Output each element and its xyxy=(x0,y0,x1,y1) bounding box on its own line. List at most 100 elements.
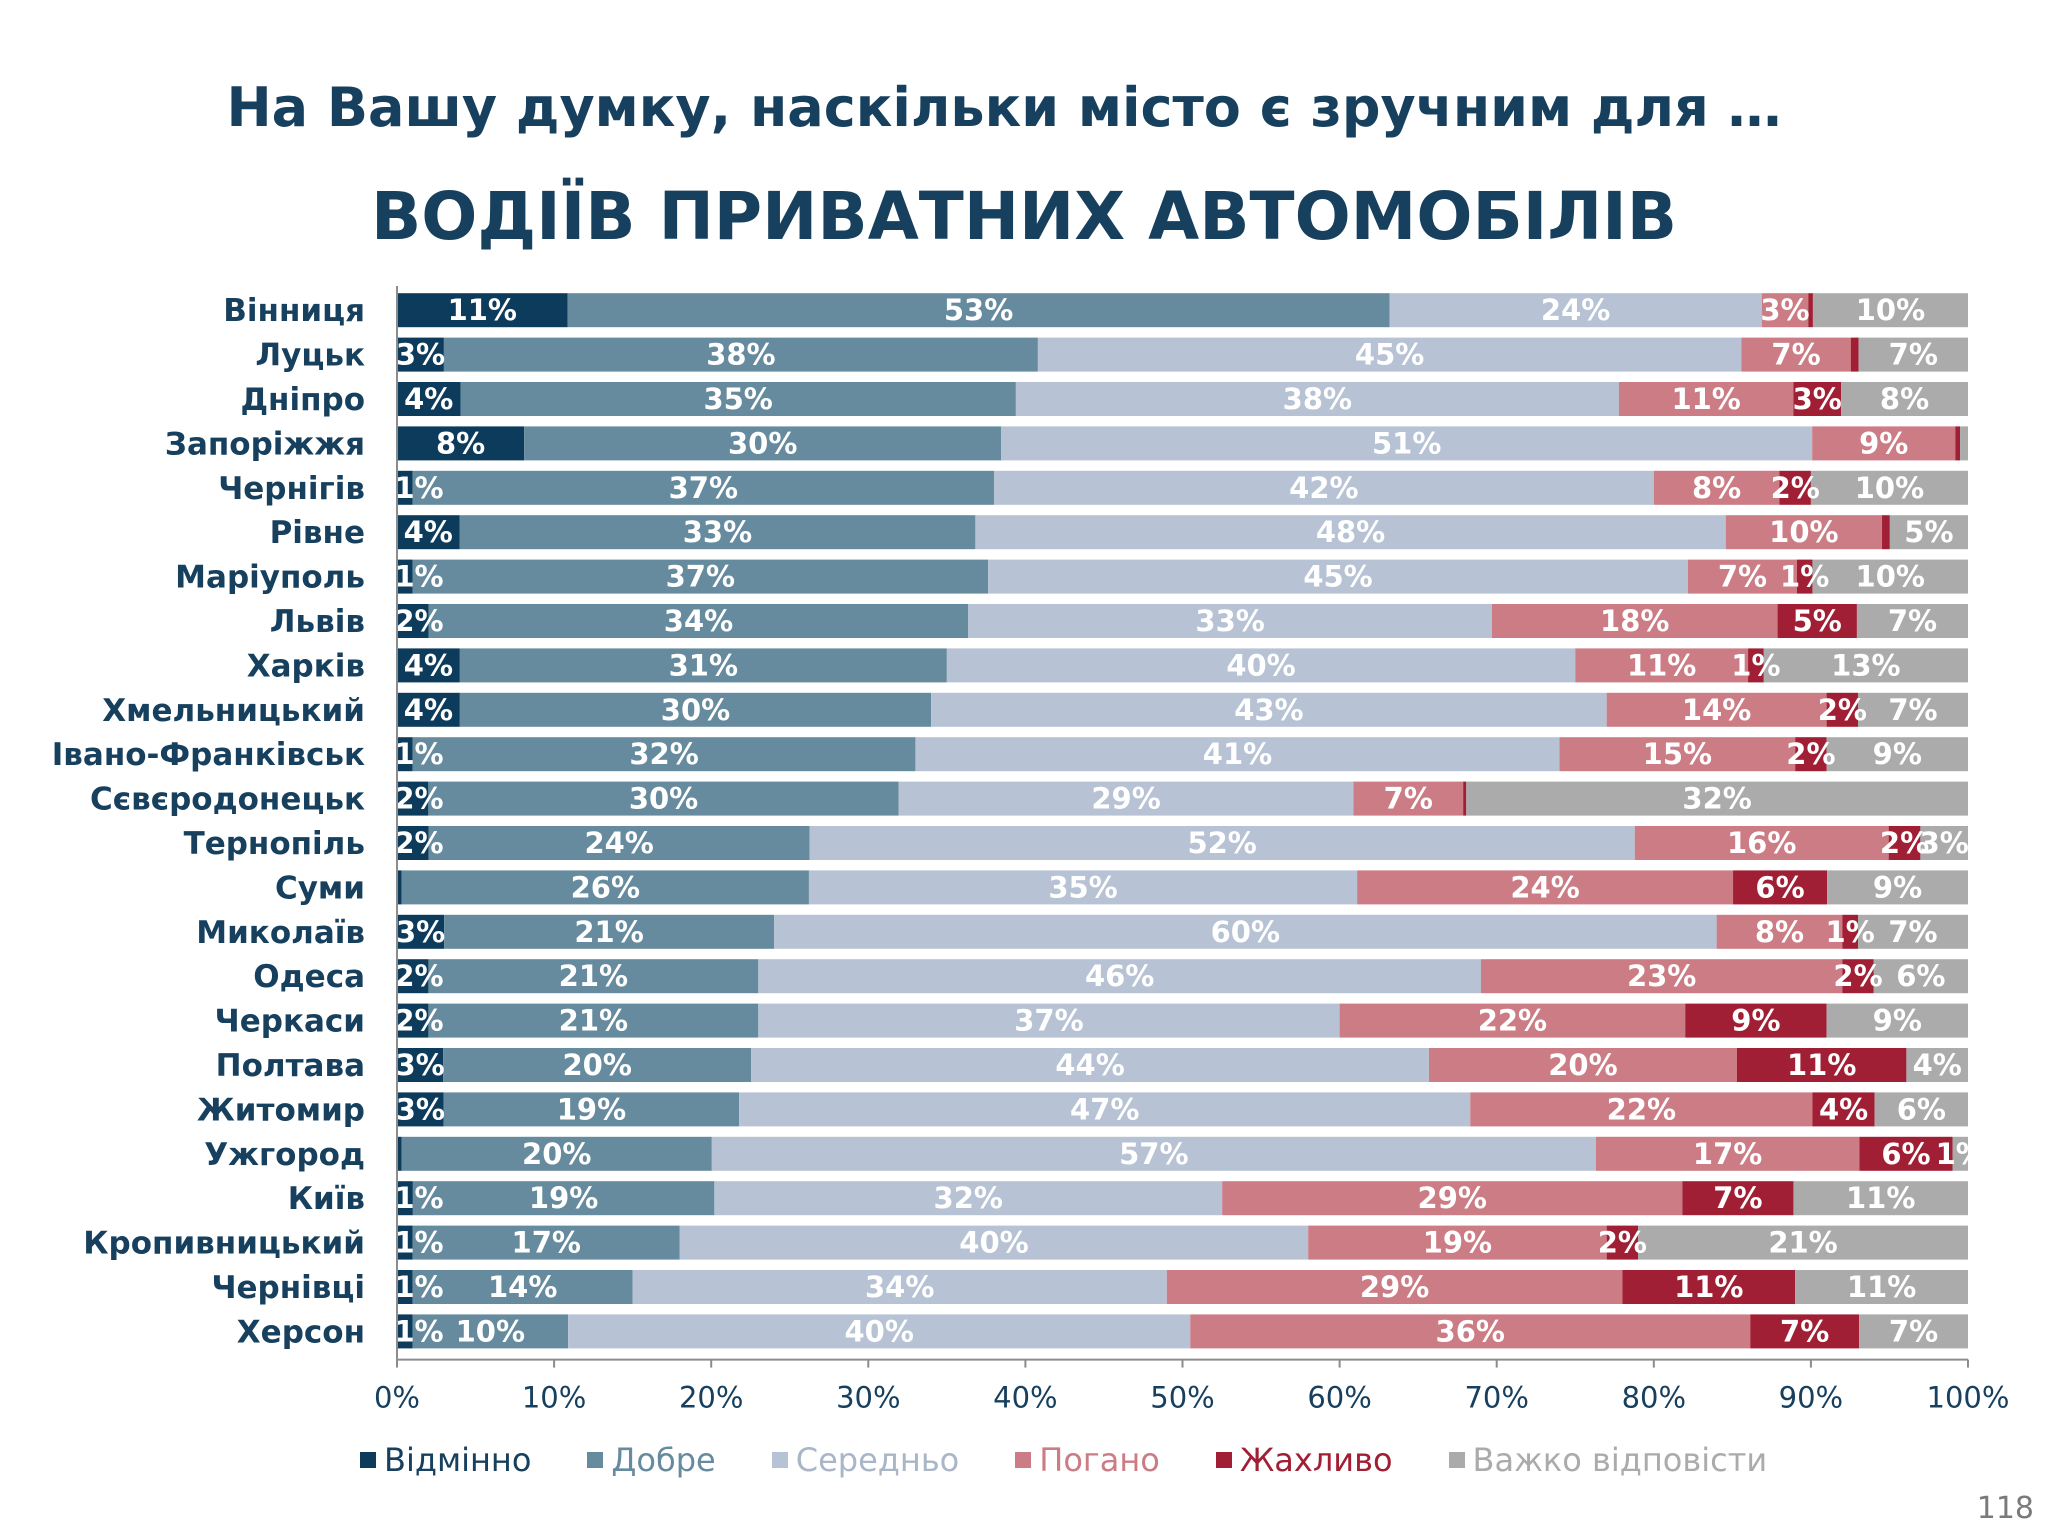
bar-segment xyxy=(1763,648,1968,683)
chart-title: ВОДІЇВ ПРИВАТНИХ АВТОМОБІЛІВ xyxy=(370,178,1677,255)
bar-segment xyxy=(1622,1270,1796,1304)
bar-segment xyxy=(397,648,460,683)
bar-segment xyxy=(1827,870,1968,905)
data-label: 2% xyxy=(394,1004,443,1038)
bar-segment xyxy=(412,1225,680,1260)
legend-swatch xyxy=(360,1452,376,1468)
bar-segment xyxy=(397,1048,444,1082)
bar-segment xyxy=(397,870,402,905)
data-label: 1% xyxy=(394,1181,443,1215)
x-tick-label: 0% xyxy=(374,1381,420,1415)
data-label: 9% xyxy=(1873,737,1922,771)
data-label: 1% xyxy=(1826,915,1875,949)
data-label: 7% xyxy=(1384,782,1433,816)
data-label: 14% xyxy=(1682,693,1751,727)
data-label: 38% xyxy=(706,338,775,372)
data-label: 10% xyxy=(456,1314,525,1348)
bar-segment xyxy=(1634,826,1889,860)
data-label: 5% xyxy=(1793,604,1842,638)
data-label: 8% xyxy=(1755,915,1804,949)
bar-segment xyxy=(808,870,1358,905)
bar-segment xyxy=(1779,470,1811,505)
bar-segment xyxy=(774,914,1717,949)
bar-segment xyxy=(1638,1225,1968,1260)
bar-segment xyxy=(1606,1225,1639,1260)
bar-segment xyxy=(1750,1314,1860,1349)
data-label: 24% xyxy=(584,826,653,860)
data-label: 6% xyxy=(1755,870,1804,904)
data-label: 9% xyxy=(1859,426,1908,460)
data-label: 30% xyxy=(728,426,797,460)
bar-segment xyxy=(898,781,1354,816)
bar-segment xyxy=(524,426,1002,461)
data-label: 1% xyxy=(394,471,443,505)
data-label: 11% xyxy=(1627,648,1696,682)
bar-segment xyxy=(397,426,525,461)
x-tick-label: 20% xyxy=(679,1381,743,1415)
data-label: 1% xyxy=(394,560,443,594)
bar-segment xyxy=(428,826,810,860)
data-label: 9% xyxy=(1873,1004,1922,1038)
category-label: Полтава xyxy=(216,1048,365,1084)
bar-segment xyxy=(1859,1136,1953,1171)
bar-segment xyxy=(1480,959,1843,994)
data-label: 23% xyxy=(1627,959,1696,993)
data-label: 29% xyxy=(1091,782,1160,816)
category-label: Івано-Франківськ xyxy=(52,737,365,773)
category-label: Київ xyxy=(288,1181,365,1217)
data-label: 7% xyxy=(1780,1314,1829,1348)
bar-segment xyxy=(1889,515,1968,550)
x-tick-label: 80% xyxy=(1622,1381,1686,1415)
bar-segment xyxy=(1470,1092,1813,1127)
bar-segment xyxy=(1906,1048,1968,1082)
data-label: 60% xyxy=(1211,915,1280,949)
category-label: Суми xyxy=(275,870,365,906)
bar-segment xyxy=(1595,1136,1860,1171)
category-labels-layer: Вінниця Луцьк Дніпро Запоріжжя Чернігів Рівне… xyxy=(52,293,365,1350)
bar-segment xyxy=(1841,382,1968,416)
bar-segment xyxy=(397,914,445,949)
bar-segment xyxy=(714,1181,1223,1216)
data-label: 1% xyxy=(1936,1137,1985,1171)
category-label: Черкаси xyxy=(215,1004,365,1040)
data-label: 9% xyxy=(1873,870,1922,904)
data-label: 2% xyxy=(394,826,443,860)
bar-segment xyxy=(1888,826,1921,860)
data-label: 11% xyxy=(448,293,517,327)
bar-segment xyxy=(1826,737,1968,772)
bar-segment xyxy=(568,1314,1191,1349)
bar-segment xyxy=(428,781,899,816)
data-label: 11% xyxy=(1847,1270,1916,1304)
data-label: 45% xyxy=(1303,560,1372,594)
bar-segment xyxy=(1856,604,1968,638)
data-label: 15% xyxy=(1643,737,1712,771)
data-label: 10% xyxy=(1769,515,1838,549)
data-label: 2% xyxy=(394,959,443,993)
data-label: 29% xyxy=(1418,1181,1487,1215)
bar-segment xyxy=(428,604,969,638)
data-label: 38% xyxy=(1283,382,1352,416)
data-label: 6% xyxy=(1881,1137,1930,1171)
bar-segment xyxy=(1812,426,1956,461)
data-label: 7% xyxy=(1889,1314,1938,1348)
stacked-bar-chart: 11% 53% 24% 3% 10%3% 38% 45% 7% 7%4% 35% 38% 11% 3% 8… xyxy=(52,286,2009,1415)
data-label: 1% xyxy=(394,1226,443,1260)
legend-item: Добре xyxy=(587,1441,716,1479)
data-label: 35% xyxy=(703,382,772,416)
data-label: 10% xyxy=(1856,560,1925,594)
data-label: 7% xyxy=(1889,338,1938,372)
bar-segment xyxy=(397,737,413,772)
data-label: 46% xyxy=(1085,959,1154,993)
bar-segment xyxy=(1874,1092,1968,1127)
bar-segment xyxy=(809,826,1635,860)
category-label: Тернопіль xyxy=(184,826,365,862)
bar-segment xyxy=(758,1003,1340,1038)
bar-segment xyxy=(1559,737,1796,772)
bar-segment xyxy=(1575,648,1749,683)
bar-segment xyxy=(459,692,932,727)
bar-segment xyxy=(1858,337,1968,372)
data-label: 1% xyxy=(1731,648,1780,682)
bar-segment xyxy=(443,1092,740,1127)
bar-segment xyxy=(1037,337,1742,372)
x-tick-label: 70% xyxy=(1464,1381,1528,1415)
